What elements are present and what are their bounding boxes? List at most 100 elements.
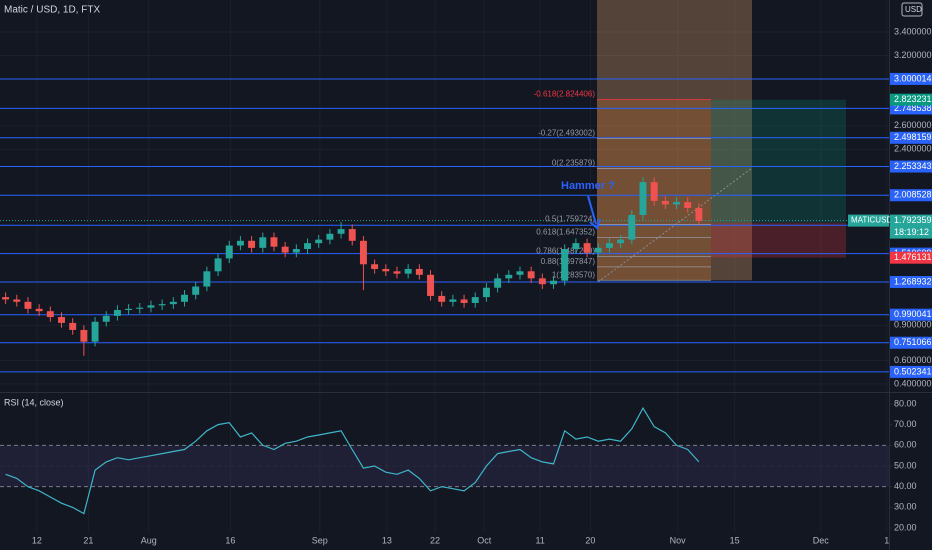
candle-body (147, 305, 155, 308)
y-tick-label: 3.400000 (894, 26, 932, 36)
symbol-label: MATICUSD (851, 216, 892, 225)
price-tag (890, 131, 932, 144)
price-tag (890, 189, 932, 202)
candle-body (673, 202, 681, 205)
last-price-label: 1.792359 (894, 215, 932, 225)
price-tag-label: 1.476131 (894, 252, 932, 262)
countdown: 18:19:12 (894, 227, 929, 237)
candle-body (136, 307, 144, 309)
y-tick-label: 3.200000 (894, 50, 932, 60)
currency-label: USD (905, 5, 922, 14)
y-tick-label: 2.600000 (894, 120, 932, 130)
candle-body (628, 215, 636, 240)
price-tag-label: 3.000014 (894, 73, 932, 83)
candle-body (259, 237, 267, 248)
symbol-tag (848, 214, 889, 227)
price-tag (890, 160, 932, 173)
x-tick-label: 20 (585, 535, 595, 545)
candle-body (113, 310, 121, 316)
price-tag-label: 0.751066 (894, 337, 932, 347)
candle-body (650, 182, 658, 201)
y-tick-label: 2.400000 (894, 144, 932, 154)
fib-label: -0.27(2.493002) (538, 129, 595, 138)
fib-label: 0(2.235879) (552, 159, 595, 168)
candle-body (337, 229, 345, 234)
rsi-tick-label: 20.00 (894, 522, 917, 532)
rsi-tick-label: 60.00 (894, 440, 917, 450)
candle-body (102, 315, 110, 322)
candle-body (69, 322, 77, 330)
annotation-arrow (587, 195, 601, 230)
x-tick-label: Sep (312, 535, 328, 545)
candle-body (371, 264, 379, 269)
candle-body (359, 240, 367, 265)
projection-box (597, 0, 752, 281)
candle-body (304, 243, 311, 250)
candle-body (605, 243, 613, 248)
candle-body (617, 239, 625, 244)
candle-body (24, 301, 32, 309)
candle-body (326, 233, 334, 240)
y-tick-label: 0.600000 (894, 355, 932, 365)
x-tick-label: 11 (535, 535, 544, 545)
candle-body (13, 299, 21, 302)
candle-body (348, 229, 356, 241)
candle-body (639, 182, 647, 216)
candle-body (292, 249, 300, 253)
candle-body (561, 249, 569, 281)
price-tag (890, 251, 932, 264)
annotation: Hammer ? (561, 180, 615, 192)
candle-body (538, 278, 546, 285)
x-tick-label: Nov (670, 535, 687, 545)
candle-body (449, 299, 457, 302)
candle-body (471, 297, 479, 303)
candle-body (393, 271, 401, 274)
fib-label: -0.618(2.824406) (534, 90, 596, 99)
candle-body (203, 271, 211, 287)
candle-body (248, 240, 256, 248)
candle-body (427, 274, 434, 296)
candle-body (572, 243, 580, 250)
rsi-tick-label: 70.00 (894, 419, 917, 429)
x-tick-label: 22 (430, 535, 440, 545)
rsi-title: RSI (14, close) (4, 397, 64, 407)
currency-badge (901, 2, 923, 17)
candle-body (494, 278, 502, 288)
price-tag-label: 2.823231 (894, 94, 932, 104)
candle-body (214, 258, 222, 272)
x-tick-label: 15 (730, 535, 740, 545)
candle-body (236, 240, 244, 246)
price-tag-label: 2.253343 (894, 161, 932, 171)
x-tick-label: 1 (884, 535, 889, 545)
position-loss (711, 222, 846, 258)
price-tag (890, 365, 932, 378)
rsi-tick-label: 80.00 (894, 398, 917, 408)
position-profit (711, 99, 846, 223)
chart-title: Matic / USD, 1D, FTX (4, 5, 100, 16)
price-tag (890, 336, 932, 349)
price-tag (890, 72, 932, 85)
candle-body (404, 268, 412, 274)
candle-body (684, 202, 692, 208)
y-tick-label: 0.400000 (894, 378, 932, 388)
candle-body (695, 207, 703, 221)
candle-body (46, 311, 54, 318)
candle-body (181, 294, 188, 302)
x-tick-label: 12 (32, 535, 42, 545)
candle-body (460, 299, 468, 303)
candle-body (35, 308, 43, 312)
price-tag (890, 275, 932, 288)
candle-body (594, 247, 602, 253)
candle-body (80, 329, 88, 342)
candle-body (661, 200, 669, 205)
fib-label: 1(1.283570) (552, 270, 595, 279)
candle-body (482, 287, 490, 298)
candle-body (438, 295, 446, 302)
candle-body (315, 239, 323, 244)
candle-body (169, 301, 177, 305)
candle-body (382, 268, 390, 272)
x-tick-label: Aug (141, 535, 157, 545)
x-tick-label: 16 (225, 535, 235, 545)
